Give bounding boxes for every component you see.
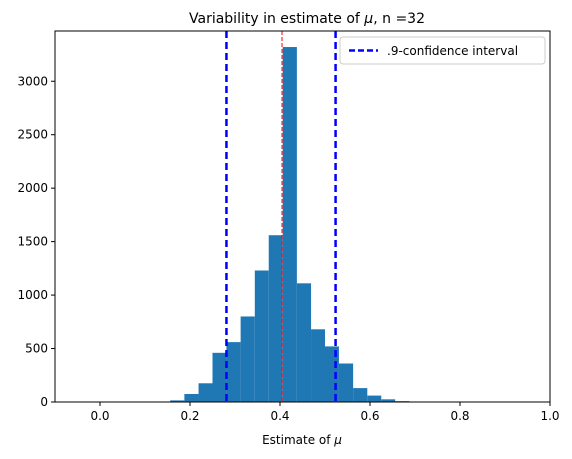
y-tick-label: 2500 (17, 128, 48, 142)
histogram-bar (268, 235, 283, 402)
x-tick-label: 0.8 (450, 409, 469, 423)
histogram-bar (325, 346, 339, 402)
x-tick-label: 0.2 (180, 409, 199, 423)
histogram-bar (226, 342, 241, 402)
y-tick-label: 1500 (17, 235, 48, 249)
y-tick-label: 500 (25, 342, 48, 356)
y-axis: 0 500 1000 1500 2000 2500 3000 (17, 74, 55, 409)
legend-label: .9-confidence interval (387, 44, 518, 58)
histogram-bar (254, 270, 269, 402)
y-tick-label: 2000 (17, 181, 48, 195)
histogram-bar (240, 316, 255, 402)
histogram-bar (353, 388, 368, 402)
x-axis: 0.0 0.2 0.4 0.6 0.8 1.0 (90, 402, 560, 423)
x-axis-label: Estimate of μ (262, 433, 342, 447)
histogram-bar (212, 352, 227, 402)
histogram-bar (296, 283, 312, 402)
histogram-bar (338, 363, 354, 402)
plot-frame (54, 30, 551, 403)
histogram-bars (156, 47, 424, 402)
x-tick-label: 0.6 (360, 409, 379, 423)
x-tick-label: 0.0 (90, 409, 109, 423)
histogram-bar (367, 395, 382, 402)
reference-lines (225, 31, 337, 402)
x-tick-label: 1.0 (540, 409, 559, 423)
chart-title: Variability in estimate of μ, n =32 (189, 11, 425, 27)
legend: .9-confidence interval (339, 36, 546, 65)
y-tick-label: 1000 (17, 288, 48, 302)
histogram-bar (282, 47, 297, 402)
histogram-bar (184, 393, 199, 402)
histogram-bar (170, 400, 185, 402)
histogram-bar (381, 399, 396, 402)
legend-box (339, 36, 546, 65)
histogram-bar (198, 383, 213, 402)
histogram-bar (311, 329, 325, 402)
y-tick-label: 0 (40, 395, 48, 409)
y-tick-label: 3000 (17, 74, 48, 88)
x-tick-label: 0.4 (270, 409, 289, 423)
